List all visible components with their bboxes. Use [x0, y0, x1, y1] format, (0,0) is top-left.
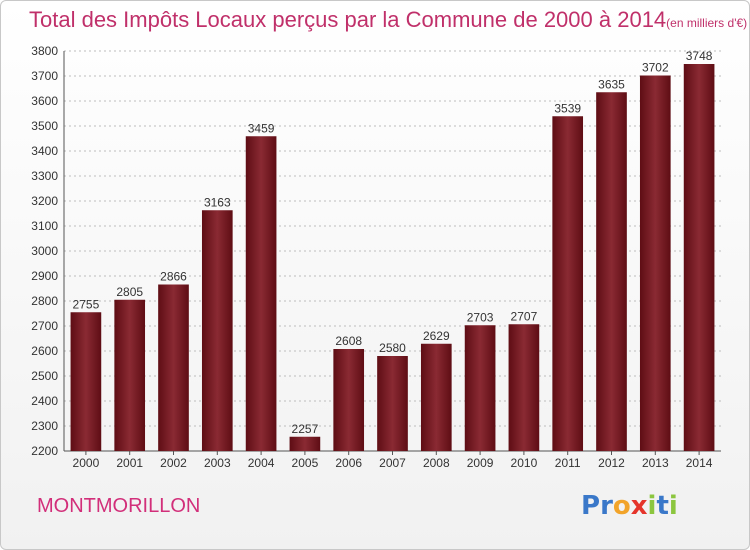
y-tick-label: 2900	[31, 269, 58, 283]
y-tick-label: 3500	[31, 119, 58, 133]
y-tick-label: 3600	[31, 94, 58, 108]
x-tick-label: 2003	[204, 456, 231, 470]
logo-letter: r	[600, 491, 613, 521]
y-tick-label: 2600	[31, 344, 58, 358]
bar	[114, 299, 146, 451]
data-label: 2866	[160, 270, 187, 284]
data-label: 2703	[467, 310, 494, 324]
data-label: 2580	[379, 341, 406, 355]
logo-letter: x	[630, 491, 648, 521]
y-tick-label: 3100	[31, 219, 58, 233]
logo-letter: i	[668, 491, 678, 521]
chart-title: Total des Impôts Locaux perçus par la Co…	[29, 7, 747, 33]
bar	[377, 356, 408, 451]
x-tick-label: 2011	[555, 456, 581, 470]
bar	[333, 349, 365, 451]
data-label: 3748	[686, 49, 713, 63]
axes: 2200 2300 2400 2500 2600 2700 2800 2900 3000 3100…	[31, 44, 721, 470]
data-label: 2257	[292, 422, 319, 436]
bar	[464, 325, 496, 451]
y-tick-label: 2400	[31, 394, 58, 408]
y-tick-label: 3000	[31, 244, 58, 258]
bar	[289, 436, 321, 451]
x-tick-label: 2005	[292, 456, 319, 470]
x-tick-label: 2012	[598, 456, 625, 470]
data-label: 2805	[116, 285, 143, 299]
logo-letter: i	[647, 491, 657, 521]
x-tick-label: 2013	[642, 456, 669, 470]
data-label: 3539	[554, 101, 581, 115]
x-tick-label: 2006	[335, 456, 362, 470]
y-tick-label: 2700	[31, 319, 58, 333]
x-tick-label: 2001	[116, 456, 143, 470]
data-label: 3163	[204, 195, 231, 209]
y-tick-label: 3700	[31, 69, 58, 83]
logo-letter: o	[612, 491, 631, 521]
y-tick-label: 3400	[31, 144, 58, 158]
x-tick-label: 2008	[423, 456, 450, 470]
y-tick-label: 3800	[31, 44, 58, 58]
x-tick-label: 2000	[73, 456, 100, 470]
data-labels: 2755 2805 2866 3163 3459 2257 2608 2580 2629 2703…	[73, 49, 713, 436]
bar	[70, 312, 102, 451]
chart-unit-note: (en milliers d'€)	[666, 16, 748, 30]
y-tick-label: 2800	[31, 294, 58, 308]
data-label: 3459	[248, 121, 275, 135]
x-tick-label: 2007	[379, 456, 406, 470]
bar	[596, 92, 627, 451]
y-tick-label: 2200	[31, 444, 58, 458]
y-tick-label: 2300	[31, 419, 58, 433]
proxiti-logo: Proxiti	[581, 491, 678, 521]
x-tick-label: 2014	[686, 456, 713, 470]
x-tick-label: 2010	[511, 456, 538, 470]
bar	[201, 210, 233, 451]
chart-title-text: Total des Impôts Locaux perçus par la Co…	[29, 7, 667, 32]
y-tick-label: 3200	[31, 194, 58, 208]
bar	[245, 136, 277, 451]
x-tick-label: 2004	[248, 456, 275, 470]
y-tick-label: 2500	[31, 369, 58, 383]
data-label: 2629	[423, 329, 450, 343]
x-tick-label: 2002	[160, 456, 187, 470]
data-label: 2608	[335, 334, 362, 348]
data-label: 3635	[598, 77, 625, 91]
commune-name: MONTMORILLON	[37, 495, 201, 517]
y-tick-label: 3300	[31, 169, 58, 183]
bar	[508, 324, 540, 451]
bars	[70, 64, 715, 451]
data-label: 2707	[511, 309, 538, 323]
data-label: 2755	[73, 297, 100, 311]
logo-letter: P	[581, 491, 601, 521]
data-label: 3702	[642, 61, 669, 75]
logo-letter: t	[656, 491, 669, 521]
bar	[420, 343, 452, 451]
bar	[683, 64, 715, 451]
bar	[639, 75, 671, 451]
bar	[552, 116, 584, 451]
x-tick-label: 2009	[467, 456, 494, 470]
bar	[158, 284, 189, 451]
